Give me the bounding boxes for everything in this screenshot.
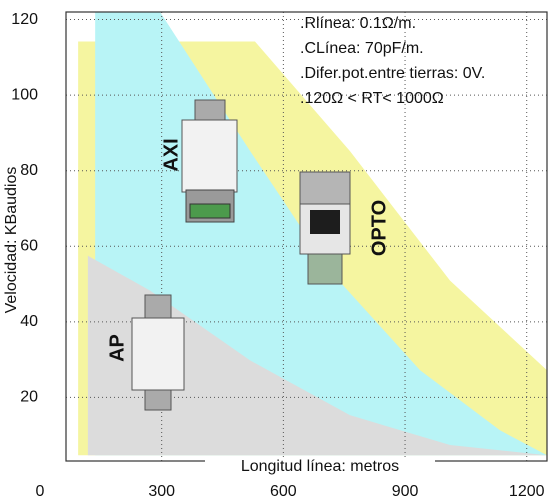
y-tick-label: 60: [20, 237, 38, 254]
y-tick-label: 40: [20, 313, 38, 330]
y-tick-label: 20: [20, 389, 38, 406]
device-ap: [131, 294, 185, 411]
xlabel-bg: [205, 458, 435, 472]
annotation: .Difer.pot.entre tierras: 0V.: [300, 65, 485, 82]
x-tick-label: 900: [392, 483, 419, 500]
annotation: .CLínea: 70pF/m.: [300, 40, 424, 57]
y-tick-label: 120: [11, 11, 38, 28]
x-tick-label: 300: [148, 483, 175, 500]
area-region: [87, 255, 547, 456]
device-label: AXI: [160, 138, 182, 171]
annotation: .Rlínea: 0.1Ω/m.: [300, 15, 416, 32]
grid: [66, 12, 547, 461]
x-axis-label: Longitud línea: metros: [241, 458, 399, 475]
x-tick-label: 0: [36, 483, 45, 500]
device-label: OPTO: [368, 200, 390, 256]
y-tick-label: 80: [20, 162, 38, 179]
device-label: AP: [106, 334, 128, 362]
y-axis-label: Velocidad: KBaudios: [3, 167, 20, 314]
device-axi: [181, 99, 238, 223]
y-tick-label: 100: [11, 86, 38, 103]
x-tick-label: 600: [270, 483, 297, 500]
annotation: .120Ω < RT< 1000Ω: [300, 90, 444, 107]
device-opto: [299, 171, 351, 285]
x-tick-label: 1200: [509, 483, 545, 500]
